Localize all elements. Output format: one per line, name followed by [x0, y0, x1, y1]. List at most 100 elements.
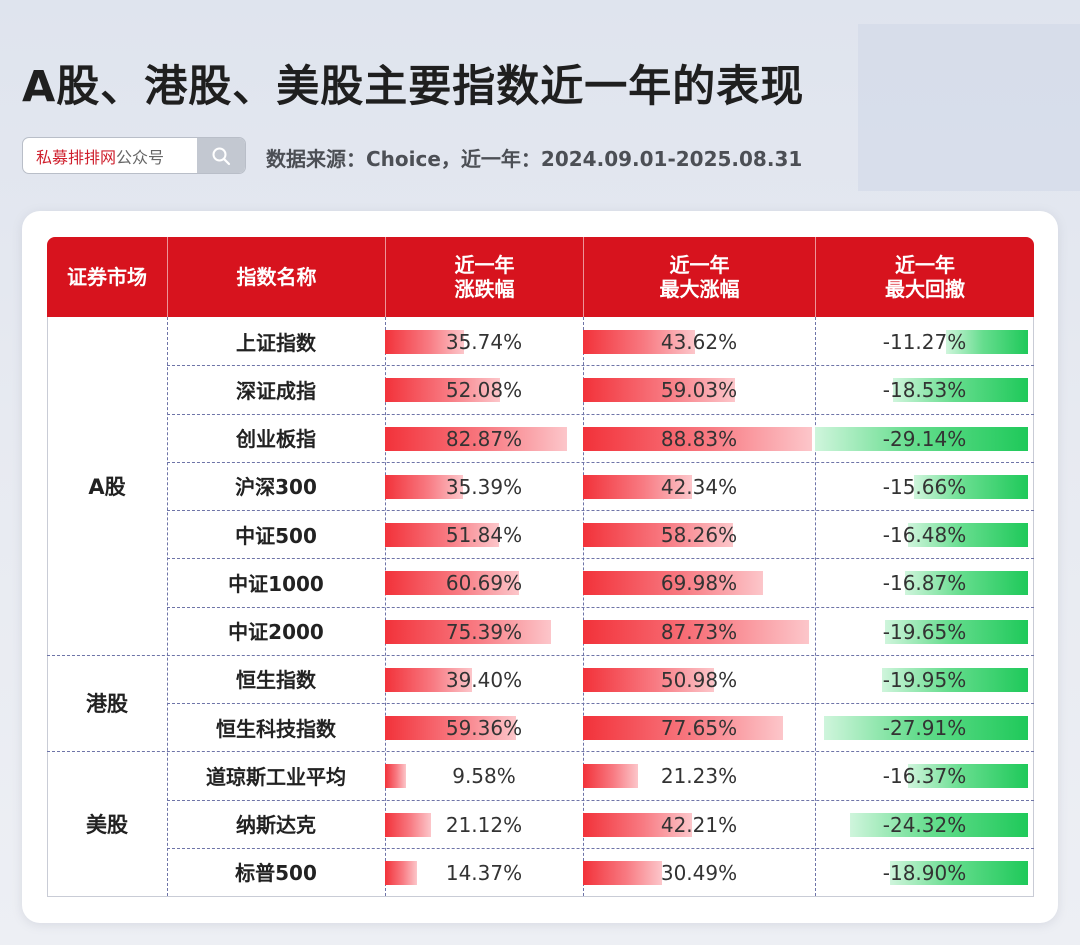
max-drawdown-bar — [945, 330, 1028, 355]
value-label: -11.27% — [882, 330, 967, 355]
value-label: -19.65% — [882, 619, 967, 644]
max-drawdown-bar — [882, 667, 1028, 692]
column-header-line: 指数名称 — [236, 265, 317, 289]
performance-table: 证券市场 指数名称 近一年 涨跌幅 近一年 最大涨幅 近一年 最大回撤 A股 港股 美股 上证指数 35… — [47, 237, 1034, 897]
change-bar — [385, 571, 519, 596]
value-label: 30.49% — [660, 860, 738, 885]
value-label: 50.98% — [660, 667, 738, 692]
index-name-cell: 恒生指数 — [236, 668, 316, 693]
change-bar — [385, 619, 551, 644]
column-header: 近一年 涨跌幅 — [385, 237, 583, 317]
change-bar — [385, 523, 500, 548]
value-label: 75.39% — [445, 619, 523, 644]
value-label: -15.66% — [882, 474, 967, 499]
max-gain-bar — [583, 523, 734, 548]
column-header-line: 近一年 — [895, 253, 955, 277]
max-drawdown-bar — [908, 764, 1028, 789]
value-label: -29.14% — [882, 426, 967, 451]
value-label: -24.32% — [882, 812, 967, 837]
table-card — [22, 211, 1058, 923]
max-gain-bar — [583, 716, 784, 741]
value-label: 88.83% — [660, 426, 738, 451]
value-label: -27.91% — [882, 716, 967, 741]
value-label: 58.26% — [660, 523, 738, 548]
column-header-label: 近一年 最大涨幅 — [660, 253, 740, 301]
value-label: 60.69% — [445, 571, 523, 596]
column-header: 指数名称 — [167, 237, 385, 317]
max-gain-bar — [583, 426, 812, 451]
change-bar — [385, 860, 417, 885]
column-header: 近一年 最大涨幅 — [583, 237, 815, 317]
change-bar — [385, 764, 407, 789]
search-box[interactable]: 私募排排网公众号 — [22, 137, 246, 174]
column-header-line: 最大涨幅 — [659, 277, 740, 301]
row-divider — [167, 461, 1034, 463]
row-divider — [167, 799, 1034, 801]
value-label: 35.39% — [445, 474, 523, 499]
column-header-line: 涨跌幅 — [454, 277, 515, 301]
market-cell: A股 — [88, 474, 126, 499]
change-bar — [385, 330, 464, 355]
value-label: 39.40% — [445, 667, 523, 692]
index-name-cell: 中证2000 — [228, 620, 324, 645]
column-header-line: 证券市场 — [67, 265, 147, 289]
index-name-cell: 标普500 — [235, 861, 317, 886]
column-header-label: 近一年 涨跌幅 — [455, 253, 515, 301]
value-label: -16.48% — [882, 523, 967, 548]
page-title: A股、港股、美股主要指数近一年的表现 — [22, 62, 805, 112]
value-label: 69.98% — [660, 571, 738, 596]
change-bar — [385, 812, 432, 837]
value-label: 21.23% — [660, 764, 738, 789]
index-name-cell: 纳斯达克 — [236, 813, 316, 838]
max-drawdown-bar — [884, 619, 1028, 644]
value-label: 77.65% — [660, 716, 738, 741]
table-border — [47, 896, 1034, 897]
column-header: 证券市场 — [47, 237, 167, 317]
max-drawdown-bar — [890, 860, 1028, 885]
column-header: 近一年 最大回撤 — [815, 237, 1034, 317]
value-label: 59.36% — [445, 716, 523, 741]
row-divider — [167, 413, 1034, 415]
search-icon — [212, 147, 231, 165]
value-label: 21.12% — [445, 812, 523, 837]
column-header-label: 证券市场 — [67, 265, 147, 289]
value-label: 59.03% — [660, 378, 738, 403]
max-drawdown-bar — [907, 523, 1028, 548]
corner-decoration — [858, 24, 1080, 191]
value-label: 43.62% — [660, 330, 738, 355]
max-gain-bar — [583, 764, 638, 789]
search-brand: 私募排排网 — [36, 147, 117, 167]
max-gain-bar — [583, 571, 764, 596]
value-label: 14.37% — [445, 860, 523, 885]
search-button[interactable] — [197, 138, 245, 173]
index-name-cell: 上证指数 — [236, 330, 316, 355]
data-source: 数据来源：Choice，近一年：2024.09.01-2025.08.31 — [266, 147, 803, 171]
max-drawdown-bar — [913, 474, 1028, 499]
row-divider — [167, 365, 1034, 367]
change-bar — [385, 426, 568, 451]
row-divider — [167, 847, 1034, 849]
index-name-cell: 中证1000 — [228, 571, 324, 596]
row-divider — [167, 703, 1034, 704]
change-bar — [385, 716, 516, 741]
max-drawdown-bar — [850, 812, 1028, 837]
market-cell: 港股 — [86, 692, 128, 716]
value-label: -18.90% — [882, 860, 967, 885]
change-bar — [385, 474, 463, 499]
search-suffix: 公众号 — [116, 147, 165, 167]
max-drawdown-bar — [815, 426, 1028, 451]
index-name-cell: 深证成指 — [236, 378, 316, 403]
column-header-line: 近一年 — [669, 253, 730, 277]
search-input[interactable]: 私募排排网公众号 — [23, 144, 197, 168]
value-label: -16.37% — [882, 764, 967, 789]
market-cell: 美股 — [86, 812, 128, 837]
column-header-line: 最大回撤 — [885, 277, 965, 301]
index-name-cell: 道琼斯工业平均 — [206, 764, 346, 789]
column-header-label: 近一年 最大回撤 — [885, 253, 965, 301]
value-label: 87.73% — [660, 619, 738, 644]
value-label: 42.21% — [660, 812, 738, 837]
change-bar — [385, 667, 472, 692]
table-border — [47, 317, 48, 896]
max-gain-bar — [583, 860, 662, 885]
value-label: 82.87% — [445, 426, 523, 451]
